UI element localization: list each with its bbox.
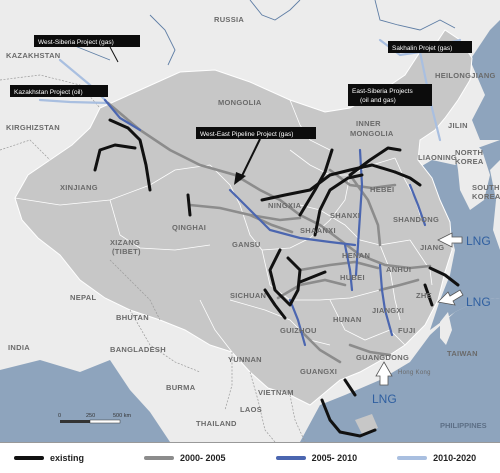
label-zhejiang: ZHE xyxy=(416,291,432,300)
label-heilongjiang: HEILONGJIANG xyxy=(435,71,496,80)
legend-swatch-existing xyxy=(14,456,44,460)
lng-arrows xyxy=(375,232,464,386)
callout-kazakhstan: Kazakhstan Project (oil) xyxy=(10,85,108,97)
label-laos: LAOS xyxy=(240,405,262,414)
label-philippines: PHILIPPINES xyxy=(440,421,487,430)
callout-east-siberia: East-Siberia Projects (oil and gas) xyxy=(348,84,432,106)
label-guangxi: GUANGXI xyxy=(300,367,337,376)
province-borders xyxy=(14,99,433,353)
label-ningxia: NINGXIA xyxy=(268,201,302,210)
label-inner-mongolia-1: INNER xyxy=(356,119,381,128)
legend-item-2005-2010: 2005- 2010 xyxy=(275,453,358,463)
label-guangdong: GUANGDONG xyxy=(356,353,409,362)
legend-label-2005-2010: 2005- 2010 xyxy=(311,453,358,463)
svg-text:West-Siberia Project (gas): West-Siberia Project (gas) xyxy=(38,39,114,46)
label-south-korea-2: KOREA xyxy=(472,192,500,201)
label-shaanxi: SHAANXI xyxy=(300,226,336,235)
label-mongolia: MONGOLIA xyxy=(218,98,262,107)
label-thailand: THAILAND xyxy=(196,419,237,428)
label-north-korea-2: KOREA xyxy=(455,157,484,166)
legend-item-2010-2020: 2010-2020 xyxy=(397,453,476,463)
scale-label-mid: 250 xyxy=(86,413,95,419)
japan-fragment xyxy=(490,160,500,250)
label-hong-kong: Hong Kong xyxy=(398,370,431,376)
svg-text:West-East Pipeline Project (ga: West-East Pipeline Project (gas) xyxy=(200,131,293,138)
pipelines-2005-2010 xyxy=(103,98,427,347)
label-hunan: HUNAN xyxy=(333,315,362,324)
label-xizang: XIZANG xyxy=(110,238,140,247)
legend-label-2000-2005: 2000- 2005 xyxy=(180,453,226,463)
label-tibet: (TIBET) xyxy=(112,247,141,256)
lng-label-guangdong: LNG xyxy=(372,392,397,406)
taiwan-island xyxy=(440,312,452,345)
korea-peninsula xyxy=(455,140,490,210)
label-henan: HENAN xyxy=(342,251,370,260)
label-bangladesh: BANGLADESH xyxy=(110,345,166,354)
legend-swatch-2010-2020 xyxy=(397,456,428,460)
callout-west-east: West-East Pipeline Project (gas) xyxy=(196,127,316,185)
scale-bar: 0 250 500 km xyxy=(58,413,131,424)
legend-swatch-2000-2005 xyxy=(144,456,175,460)
label-nepal: NEPAL xyxy=(70,293,96,302)
svg-text:Sakhalin Projet (gas): Sakhalin Projet (gas) xyxy=(392,45,452,52)
lng-label-zhejiang: LNG xyxy=(466,295,491,309)
legend-label-2010-2020: 2010-2020 xyxy=(433,453,477,463)
country-borders xyxy=(0,74,306,443)
bay-of-bengal xyxy=(0,360,170,442)
label-jilin: JILIN xyxy=(448,121,468,130)
lng-label-jiangsu: LNG xyxy=(466,234,491,248)
label-guizhou: GUIZHOU xyxy=(280,326,317,335)
svg-text:(oil and gas): (oil and gas) xyxy=(360,97,396,104)
label-south-korea-1: SOUTH xyxy=(472,183,500,192)
sea-of-japan xyxy=(470,20,500,140)
label-hebei: HEBEI xyxy=(370,185,394,194)
label-yunnan: YUNNAN xyxy=(228,355,262,364)
label-gansu: GANSU xyxy=(232,240,261,249)
legend-label-existing: existing xyxy=(50,453,85,463)
label-taiwan: TAIWAN xyxy=(447,349,478,358)
label-kirghizstan: KIRGHIZSTAN xyxy=(6,123,60,132)
label-north-korea-1: NORTH xyxy=(455,148,483,157)
svg-text:East-Siberia Projects: East-Siberia Projects xyxy=(352,88,413,95)
label-anhui: ANHUI xyxy=(386,265,411,274)
label-shanxi: SHANXI xyxy=(330,211,360,220)
label-india: INDIA xyxy=(8,343,30,352)
label-xinjiang: XINJIANG xyxy=(60,183,98,192)
label-burma: BURMA xyxy=(166,383,196,392)
label-bhutan: BHUTAN xyxy=(116,313,149,322)
label-qinghai: QINGHAI xyxy=(172,223,206,232)
label-inner-mongolia-2: MONGOLIA xyxy=(350,129,394,138)
label-kazakhstan: KAZAKHSTAN xyxy=(6,51,61,60)
rivers xyxy=(59,0,456,66)
pipelines-existing xyxy=(93,118,460,438)
label-sichuan: SICHUAN xyxy=(230,291,266,300)
label-fujian: FUJI xyxy=(398,326,415,335)
legend-swatch-2005-2010 xyxy=(275,456,306,460)
label-vietnam: VIETNAM xyxy=(258,388,294,397)
label-russia: RUSSIA xyxy=(214,15,244,24)
svg-text:Kazakhstan Project (oil): Kazakhstan Project (oil) xyxy=(14,89,83,96)
callout-west-siberia: West-Siberia Project (gas) xyxy=(34,35,140,63)
label-jiangxi: JIANGXI xyxy=(372,306,404,315)
label-hubei: HUBEI xyxy=(340,273,365,282)
callout-sakhalin: Sakhalin Projet (gas) xyxy=(388,41,472,53)
pipelines-2000-2005 xyxy=(106,101,432,364)
map-legend: existing 2000- 2005 2005- 2010 2010-2020 xyxy=(0,442,500,473)
label-jiangsu: JIANG xyxy=(420,243,444,252)
scale-label-end: 500 km xyxy=(113,413,131,419)
legend-item-2000-2005: 2000- 2005 xyxy=(144,453,226,463)
label-liaoning: LIAONING xyxy=(418,153,457,162)
legend-item-existing: existing xyxy=(14,453,84,463)
scale-label-zero: 0 xyxy=(58,413,61,419)
hainan-island xyxy=(355,414,378,434)
label-shandong: SHANDONG xyxy=(393,215,439,224)
